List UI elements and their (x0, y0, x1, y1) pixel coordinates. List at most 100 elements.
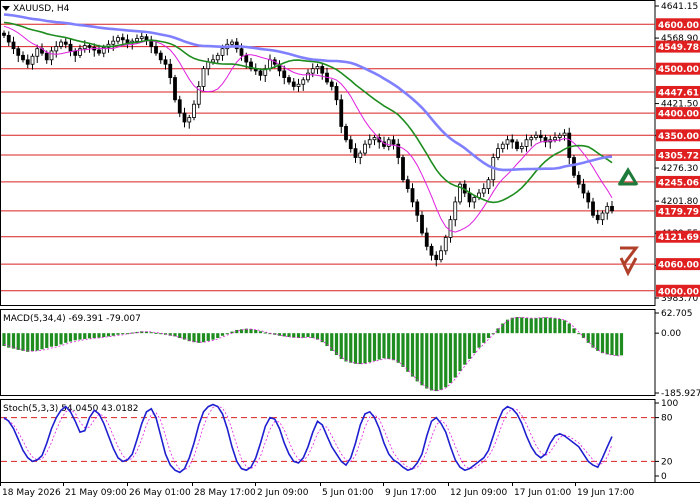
macd-bar (320, 333, 324, 343)
macd-bar (182, 333, 187, 340)
candle-body (562, 132, 567, 136)
level-label: 4500.00 (658, 65, 699, 75)
candle-body (401, 157, 405, 181)
candle-body (177, 99, 182, 114)
macd-bar (106, 333, 111, 337)
candle-body (600, 212, 605, 221)
macd-bar (562, 320, 567, 334)
macd-bar (472, 333, 476, 354)
macd-bar (135, 331, 139, 334)
macd-bar (501, 323, 505, 334)
macd-bar (458, 333, 462, 372)
candle-body (82, 45, 87, 50)
macd-bar (282, 333, 286, 337)
macd-bar (572, 328, 576, 334)
macd-bar (235, 329, 239, 334)
panel-frame-2 (0, 309, 656, 396)
macd-bar (520, 317, 524, 334)
panel-frame-1 (0, 0, 656, 306)
macd-bar (73, 333, 77, 341)
macd-bar (168, 333, 172, 336)
candle-body (116, 37, 120, 42)
time-tick-label: 2 Jun 09:00 (257, 488, 309, 498)
level-label-bg (656, 258, 700, 271)
candle-body (182, 112, 187, 123)
level-label-bg (656, 204, 700, 217)
candle-body (49, 50, 54, 61)
candle-body (353, 148, 358, 158)
macd-bar (615, 333, 619, 356)
macd-bar (178, 333, 182, 339)
candle-body (287, 77, 291, 83)
macd-bar (330, 333, 334, 351)
candle-body (291, 81, 296, 87)
candle-body (230, 41, 234, 45)
macd-bar (225, 333, 229, 335)
macd-bar (505, 319, 510, 334)
candle-body (44, 52, 49, 61)
macd-bar (78, 333, 82, 340)
macd-bar (301, 333, 305, 338)
candle-body (538, 134, 543, 138)
macd-bar (619, 333, 624, 356)
candle-body (168, 63, 173, 78)
price-tick-label: 4568.90 (661, 34, 698, 44)
time-tick-label: 17 Jun 01:00 (514, 488, 571, 498)
price-tick-label: 4641.15 (661, 2, 698, 12)
candle-body (187, 117, 192, 123)
arrow-down-icon (619, 246, 639, 277)
candle-body (339, 99, 344, 127)
macd-bar (258, 331, 263, 334)
macd-bar (116, 333, 120, 335)
macd-bar (192, 333, 196, 343)
macd-bar (524, 318, 529, 334)
candle-body (610, 205, 614, 212)
candle-body (296, 83, 301, 87)
time-tick-label: 5 Jun 01:00 (322, 488, 374, 498)
stoch-tick-label: 0 (661, 472, 667, 482)
stoch-k-line (3, 403, 613, 474)
macd-bar (591, 333, 595, 348)
macd-tick-label: 0.00 (661, 329, 681, 339)
macd-bar (244, 328, 248, 334)
macd-bar (216, 333, 220, 339)
candle-body (220, 48, 225, 56)
macd-bar (306, 333, 310, 338)
candle-body (543, 137, 548, 143)
candle-body (249, 61, 253, 70)
macd-bar (596, 333, 600, 351)
stoch-d-line (3, 405, 613, 471)
candle-body (63, 41, 68, 45)
macd-bar (401, 333, 405, 367)
candle-body (54, 46, 59, 52)
candle-body (405, 179, 410, 190)
macd-bar (268, 333, 272, 335)
macd-bar (605, 333, 609, 355)
macd-bar (567, 323, 571, 334)
macd-bar (159, 333, 163, 335)
candle-body (78, 48, 82, 56)
macd-bar (415, 333, 419, 382)
candle-body (510, 139, 515, 143)
macd-bar (149, 332, 153, 334)
macd-bar (187, 333, 191, 342)
candle-body (586, 192, 591, 203)
candle-body (534, 134, 538, 138)
candle-body (68, 43, 73, 52)
candle-body (344, 126, 348, 141)
candle-body (496, 148, 500, 158)
macd-bar (315, 333, 320, 340)
candle-body (458, 183, 462, 203)
macd-bar (26, 333, 30, 352)
macd-bar (220, 333, 225, 336)
candle-body (519, 146, 524, 150)
candle-body (386, 139, 391, 147)
candle-body (35, 48, 40, 57)
candle-body (334, 86, 339, 101)
candle-body (553, 137, 557, 141)
candle-body (125, 39, 130, 44)
level-label: 4447.61 (658, 88, 699, 98)
macd-bar (211, 333, 215, 340)
macd-bar (529, 318, 533, 334)
